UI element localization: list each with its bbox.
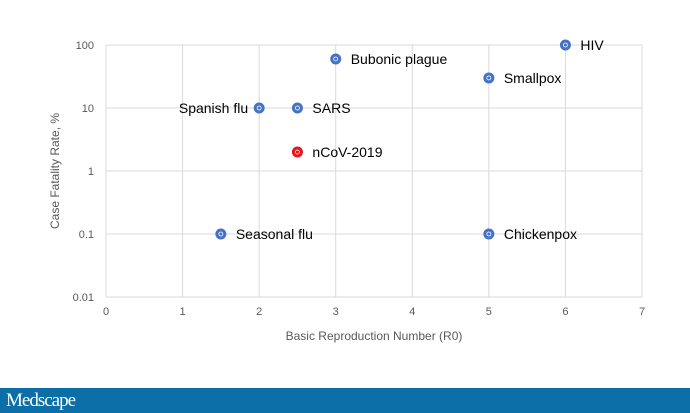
point-marker-center: [295, 105, 300, 111]
point-label: Seasonal flu: [236, 226, 313, 242]
scatter-chart: 0 1 2 3 4 5 6 7 0.01 0.1 1 10 100 Bubonic plague HIV S…: [48, 37, 645, 343]
x-axis-label: Basic Reproduction Number (R0): [286, 329, 463, 343]
data-point: Chickenpox: [483, 226, 577, 242]
x-tick-label: 4: [409, 306, 415, 318]
data-point: Bubonic plague: [330, 51, 447, 67]
point-marker: [559, 39, 571, 51]
point-label: Spanish flu: [179, 100, 248, 116]
y-tick-label: 100: [76, 40, 94, 52]
y-axis-label: Case Fatality Rate, %: [48, 113, 62, 229]
y-tick-label: 0.1: [79, 229, 94, 241]
point-label: Bubonic plague: [351, 51, 448, 67]
data-point: Seasonal flu: [215, 226, 313, 242]
x-tick-label: 3: [333, 306, 339, 318]
y-tick-label: 1: [88, 166, 94, 178]
point-marker-center: [256, 105, 262, 111]
point-marker-center: [486, 75, 492, 81]
point-marker-center: [295, 149, 300, 155]
y-tick-label: 10: [82, 103, 94, 115]
point-marker: [215, 228, 227, 240]
point-marker: [253, 102, 265, 114]
x-tick-label: 7: [639, 306, 645, 318]
point-marker: [483, 72, 495, 84]
data-point: Smallpox: [483, 70, 561, 86]
point-label: Chickenpox: [504, 226, 577, 242]
tick-labels: 0 1 2 3 4 5 6 7 0.01 0.1 1 10 100: [73, 40, 645, 318]
point-marker-center: [333, 56, 339, 62]
point-marker-center: [486, 231, 492, 237]
medscape-logo: Medscape: [6, 390, 76, 411]
point-label: SARS: [312, 100, 350, 116]
x-tick-label: 1: [180, 306, 186, 318]
point-label: Smallpox: [504, 70, 562, 86]
data-points: Bubonic plague HIV Smallpox Spanish flu SARS…: [179, 37, 605, 242]
data-point: HIV: [559, 37, 604, 53]
point-marker: [291, 102, 303, 114]
point-marker-center: [218, 231, 224, 237]
point-marker: [330, 53, 342, 65]
data-point: nCoV-2019: [291, 144, 383, 160]
footer-bar: Medscape: [0, 388, 690, 413]
point-marker: [291, 146, 303, 158]
y-tick-label: 0.01: [73, 292, 94, 304]
data-point: Spanish flu: [179, 100, 265, 116]
point-marker-center: [563, 42, 568, 48]
x-tick-label: 0: [103, 306, 109, 318]
grid: [105, 44, 643, 298]
point-label: nCoV-2019: [312, 144, 382, 160]
point-marker: [483, 228, 495, 240]
point-label: HIV: [580, 37, 604, 53]
x-tick-label: 6: [562, 306, 568, 318]
x-tick-label: 5: [486, 306, 492, 318]
data-point: SARS: [291, 100, 351, 116]
x-tick-label: 2: [256, 306, 262, 318]
